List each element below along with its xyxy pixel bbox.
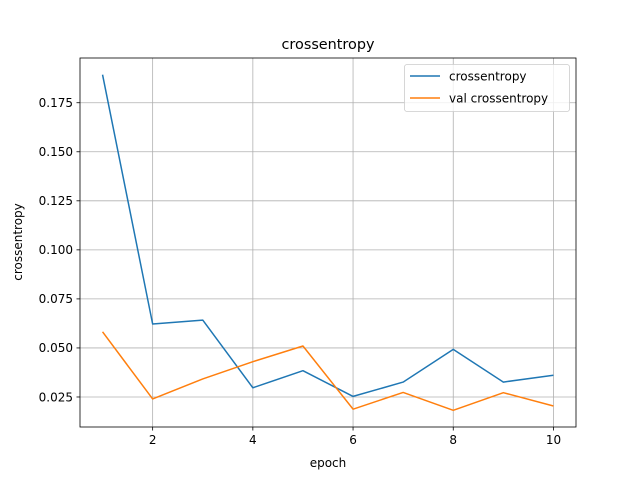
chart-title: crossentropy	[282, 37, 375, 53]
y-tick-label: 0.025	[39, 390, 73, 404]
legend: crossentropy val crossentropy	[404, 64, 570, 112]
series-line-2	[101, 331, 554, 412]
y-tick-label: 0.075	[39, 292, 73, 306]
y-tick-label: 0.175	[39, 96, 73, 110]
series-line-1	[101, 74, 554, 398]
y-axis-label: crossentropy	[11, 203, 25, 281]
x-tick-label: 10	[546, 433, 561, 447]
legend-label-1: crossentropy	[449, 69, 527, 83]
grid	[80, 58, 576, 427]
x-tick-label: 6	[349, 433, 357, 447]
x-tick-label: 4	[249, 433, 257, 447]
x-axis-ticks: 2 4 6 8 10	[149, 427, 561, 447]
x-axis-label: epoch	[310, 456, 347, 470]
x-tick-label: 8	[449, 433, 457, 447]
y-tick-label: 0.100	[39, 243, 73, 257]
series-lines	[101, 74, 554, 412]
plot-frame	[79, 57, 577, 428]
x-tick-label: 2	[149, 433, 157, 447]
y-tick-label: 0.150	[39, 145, 73, 159]
legend-box	[404, 64, 570, 112]
legend-label-2: val crossentropy	[449, 91, 548, 105]
y-tick-label: 0.125	[39, 194, 73, 208]
y-tick-label: 0.050	[39, 341, 73, 355]
y-axis-ticks: 0.025 0.050 0.075 0.100 0.125 0.150 0.175	[39, 96, 80, 404]
